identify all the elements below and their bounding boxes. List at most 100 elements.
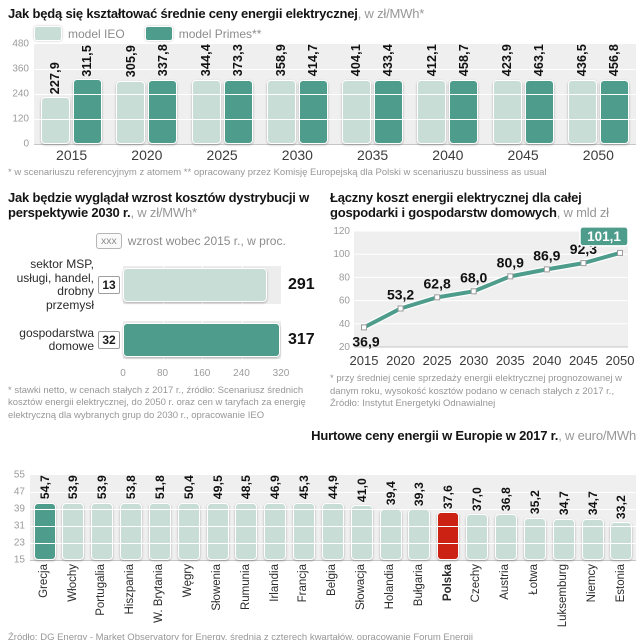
x-tick-label: 2020 (131, 147, 163, 164)
avg-prices-footnote: * w scenariuszu referencyjnym z atomem *… (8, 167, 547, 179)
growth-badge-sample: xxx (96, 233, 122, 250)
row-label-line: domowe (48, 339, 94, 354)
bar-model-primes (148, 79, 178, 145)
value-label: 86,9 (533, 248, 560, 264)
bar-column-Hiszpania: 53,8 (118, 475, 145, 561)
europe-source: Źródło: DG Energy - Market Observatory f… (8, 631, 473, 640)
avg-prices-plot: 227,9 311,5 305,9 337,8 344,4 373,3 358,9 414,7… (34, 44, 636, 146)
bar-column-Portugalia: 53,9 (89, 475, 116, 561)
value-label: 80,9 (497, 255, 524, 271)
data-point-marker (434, 294, 441, 301)
bar-value-label: 35,2 (527, 490, 542, 515)
bar-value-label: 44,9 (325, 475, 340, 500)
bar-value-label: 337,8 (155, 44, 170, 77)
y-tick-label: 120 (12, 113, 29, 125)
bar-Rumunia (235, 502, 258, 561)
avg-prices-unit: , w zł/MWh* (357, 6, 425, 21)
bar-group-2025: 344,4 373,3 (191, 44, 253, 145)
bar-group-2045: 423,9 463,1 (492, 44, 554, 145)
bar-value-label: 34,7 (556, 491, 571, 516)
gridline (34, 119, 636, 121)
country-label: Włochy (66, 564, 79, 603)
bar-wrap: 305,9 (116, 44, 146, 145)
bar-group-2015: 227,9 311,5 (41, 44, 103, 145)
y-tick-label: 80 (339, 273, 351, 284)
bar-column-Bułgaria: 39,3 (406, 475, 433, 561)
country-label: Estonia (614, 564, 627, 603)
x-tick-label: 2030 (459, 353, 488, 368)
bar-Słowenia (206, 502, 229, 561)
country-cell: Holandia (377, 564, 404, 627)
bar-Portugalia (91, 502, 114, 561)
section-avg-prices: Jak będą się kształtować średnie ceny en… (8, 6, 636, 180)
gridline (34, 69, 636, 71)
bar-value-label: 433,4 (381, 44, 396, 77)
country-label: Austria (499, 564, 512, 601)
row-label: sektor MSP, usługi, handel, drobny przemys… (8, 257, 94, 312)
bar-value-label: 311,5 (80, 44, 95, 77)
row-label-line: usługi, handel, (16, 270, 94, 285)
model-primes-label: model Primes** (178, 26, 262, 41)
bar-wrap: 423,9 (492, 44, 522, 145)
bar-Węgry (177, 502, 200, 561)
data-point-marker (617, 250, 623, 257)
country-label: Rumunia (239, 564, 252, 611)
bar-model-ieo (417, 79, 447, 145)
distribution-row: sektor MSP, usługi, handel, drobny przemys… (8, 257, 316, 312)
bar-Francja (293, 502, 316, 561)
gridline (34, 94, 636, 96)
country-cell: Austria (493, 564, 520, 627)
gridline (30, 543, 636, 545)
avg-prices-xlabels: 2015 2020 2025 2030 2035 2040 2045 2050 (34, 147, 636, 163)
bar-wrap: 337,8 (148, 44, 178, 145)
country-label: Bułgaria (412, 564, 425, 607)
avg-prices-chart: 480 360 240 120 0 227,9 311,5 305,9 337,8 344,4 3… (8, 39, 636, 150)
y-tick-label: 55 (13, 469, 25, 481)
bar-value-label: 39,4 (383, 481, 398, 506)
country-cell: Hiszpania (118, 564, 145, 627)
bar-Belgia (321, 502, 344, 561)
bar-column-Niemcy: 34,7 (579, 475, 606, 561)
y-tick-label: 60 (339, 296, 351, 307)
bar-column-Słowenia: 49,5 (204, 475, 231, 561)
distribution-footnote: * stawki netto, w cenach stałych z 2017 … (8, 385, 306, 421)
y-tick-label: 39 (13, 503, 25, 515)
bar-291 (123, 268, 267, 303)
x-tick-label: 240 (233, 368, 250, 380)
data-point-marker (543, 266, 550, 273)
y-tick-label: 47 (13, 486, 25, 498)
y-tick-label: 240 (12, 88, 29, 100)
x-tick-label: 2035 (357, 147, 389, 164)
bar-column-Słowacja: 41,0 (348, 475, 375, 561)
bar-model-primes (374, 79, 404, 145)
country-cell: Łotwa (521, 564, 548, 627)
x-tick-label: 2050 (582, 147, 614, 164)
bar-group-2020: 305,9 337,8 (116, 44, 178, 145)
bar-column-Holandia: 39,4 (377, 475, 404, 561)
bar-value-label: 317 (288, 331, 315, 349)
europe-title: Hurtowe ceny energii w Europie w 2017 r.… (8, 428, 636, 443)
bar-Luksemburg (552, 518, 575, 561)
bar-wrap: 404,1 (342, 44, 372, 145)
data-point-marker (470, 288, 477, 295)
bar-Niemcy (581, 518, 604, 561)
bar-track (123, 321, 281, 360)
country-label: Portugalia (95, 564, 108, 617)
bar-model-ieo (41, 96, 71, 145)
bar-value-label: 51,8 (152, 475, 167, 500)
bar-317 (123, 323, 280, 358)
total-cost-line (362, 251, 622, 330)
x-tick-label: 2015 (350, 353, 379, 368)
gridline (30, 492, 636, 494)
country-cell: Rumunia (233, 564, 260, 627)
country-cell: Polska (435, 564, 462, 627)
bar-wrap: 373,3 (223, 44, 253, 145)
y-tick-label: 31 (13, 520, 25, 532)
bar-wrap: 436,5 (567, 44, 597, 145)
bar-Słowacja (350, 505, 373, 561)
country-label: W. Brytania (153, 564, 166, 624)
data-point-marker (507, 273, 514, 280)
bar-value-label: 456,8 (607, 44, 622, 77)
bar-value-label: 436,5 (575, 44, 590, 77)
highlight-value-label: 101,1 (587, 229, 621, 244)
